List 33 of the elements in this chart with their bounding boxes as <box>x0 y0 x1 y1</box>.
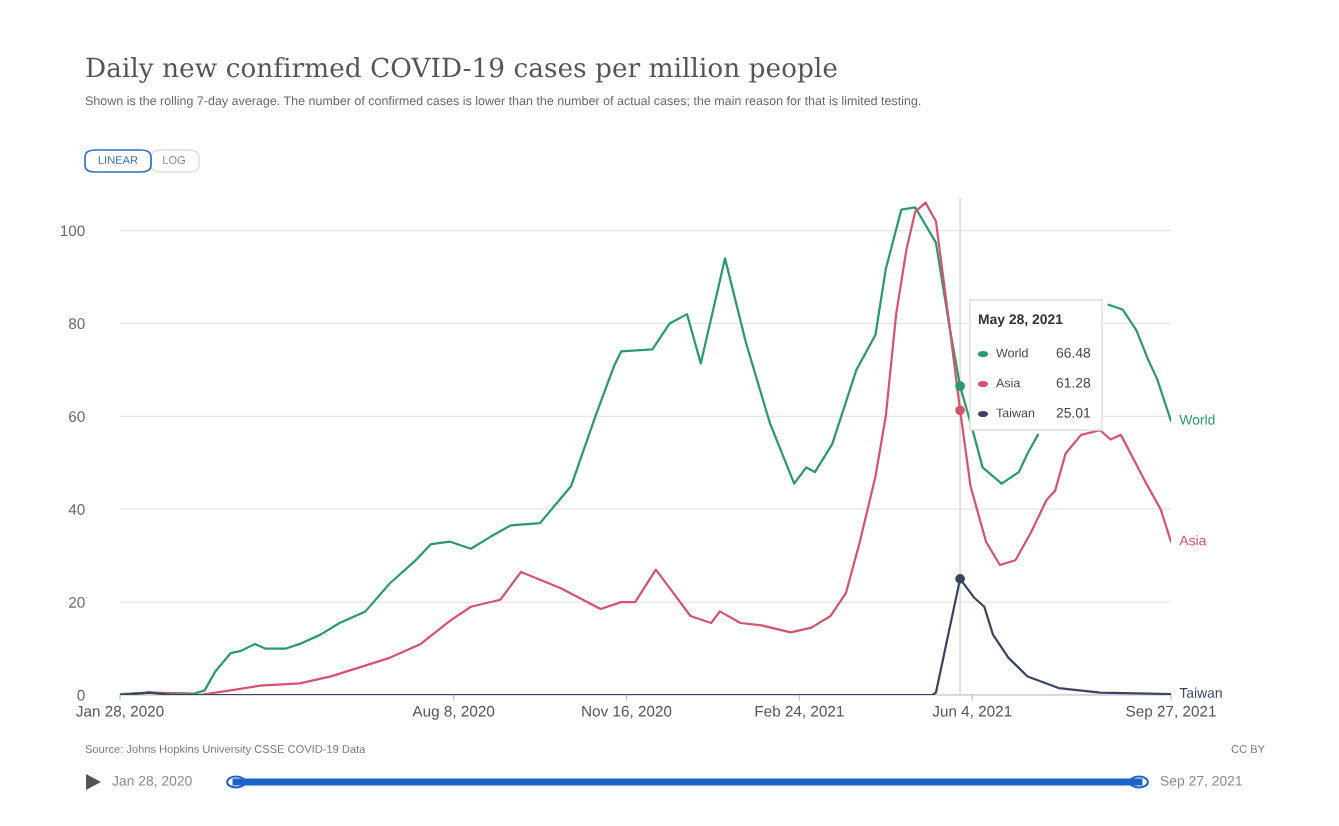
annotation: 61.28 <box>1056 377 1091 388</box>
source-note: Source: Johns Hopkins University CSSE COVID-19 Data <box>85 744 366 756</box>
annotation: 25.01 <box>1056 407 1091 418</box>
y-tick-label: 100 <box>60 225 85 237</box>
annotation: 66.48 <box>1056 347 1091 358</box>
legend-label: Taiwan <box>996 408 1035 418</box>
text: LOG <box>163 156 185 164</box>
ref-line-label: May 28, 2021 <box>978 314 1063 327</box>
x-tick-label: Sep 27, 2021 <box>1126 705 1216 720</box>
chart-subtitle: Shown is the rolling 7-day average. The number of confirmed cases is lower than the number of actual cases; the main reason for that is limited testing. <box>85 96 921 108</box>
text: LINEAR <box>98 156 138 164</box>
x-tick-label: Feb 24, 2021 <box>755 705 844 719</box>
text: CC BY <box>1231 745 1265 753</box>
point <box>955 405 965 416</box>
y-tick-label: 40 <box>68 504 85 515</box>
y-tick-label: 60 <box>69 411 85 422</box>
point <box>955 381 965 392</box>
text: Taiwan <box>1179 687 1222 698</box>
text: Jan 28, 2020 <box>112 775 192 788</box>
text: World <box>1179 414 1215 425</box>
x-tick-label: Nov 16, 2020 <box>582 705 672 719</box>
x-tick-label: Jun 4, 2021 <box>932 705 1012 719</box>
y-tick-label: 80 <box>68 318 85 330</box>
text: Asia <box>1179 535 1207 546</box>
point <box>955 573 965 584</box>
y-tick-label: 20 <box>69 596 85 608</box>
chart-title: Daily new confirmed COVID-19 cases per million people <box>86 57 837 83</box>
text: Sep 27, 2021 <box>1160 775 1242 789</box>
x-tick-label: Aug 8, 2020 <box>412 705 495 720</box>
x-tick-label: Jan 28, 2020 <box>76 705 164 719</box>
legend-label: Asia <box>996 378 1021 388</box>
y-tick-label: 0 <box>77 689 85 701</box>
legend-label: World <box>996 348 1028 358</box>
